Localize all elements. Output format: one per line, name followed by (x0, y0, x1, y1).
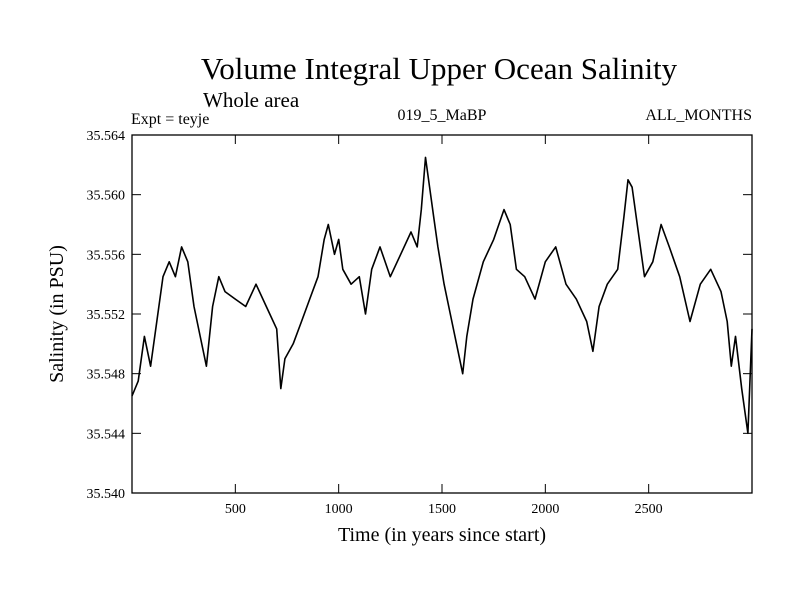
x-tick-label: 2000 (531, 502, 559, 517)
y-tick-label: 35.560 (87, 189, 126, 204)
x-tick-label: 1000 (325, 502, 353, 517)
x-axis-ticks: 500 1000 1500 2000 2500 (225, 135, 663, 517)
annotation-center: 019_5_MaBP (398, 107, 487, 124)
y-tick-label: 35.556 (87, 248, 126, 263)
x-tick-label: 1500 (428, 502, 456, 517)
x-tick-label: 2500 (635, 502, 663, 517)
x-tick-label: 500 (225, 502, 246, 517)
y-tick-label: 35.564 (87, 129, 126, 144)
y-tick-label: 35.552 (87, 308, 126, 323)
y-axis-label: Salinity (in PSU) (46, 245, 68, 383)
plot-frame (131, 134, 753, 494)
x-axis-label: Time (in years since start) (338, 524, 546, 546)
y-tick-label: 35.548 (87, 368, 126, 383)
y-tick-label: 35.540 (87, 487, 126, 502)
chart-subtitle: Whole area (203, 88, 300, 112)
series-line-salinity (131, 156, 753, 435)
y-axis-ticks: 35.540 35.544 35.548 35.552 35.556 35.560 35.5… (87, 129, 752, 502)
y-tick-label: 35.544 (87, 427, 126, 442)
annotation-right: ALL_MONTHS (645, 107, 752, 124)
annotation-left: Expt = teyje (131, 111, 209, 128)
series-layer (131, 156, 753, 435)
chart-title: Volume Integral Upper Ocean Salinity (201, 51, 678, 86)
